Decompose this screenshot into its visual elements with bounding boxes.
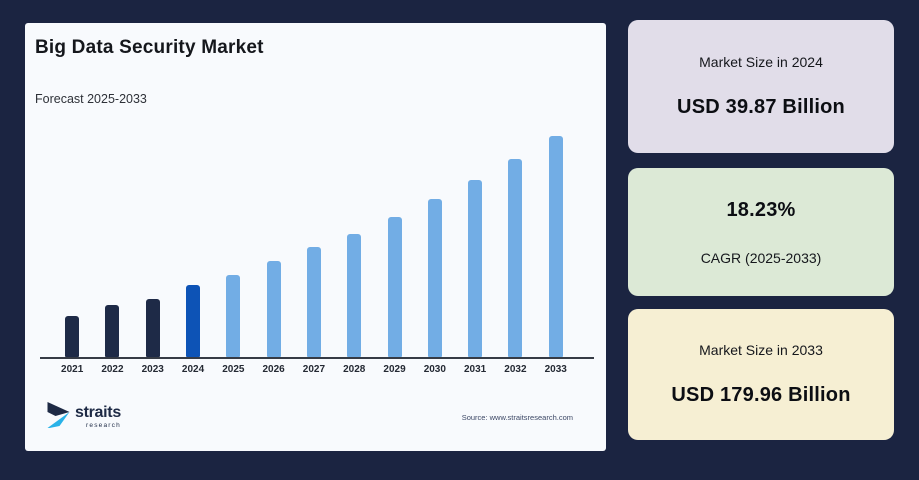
card-label: Market Size in 2033 [699,342,823,358]
x-tick-2021: 2021 [61,364,84,375]
bar-column-2021 [52,136,92,357]
bar-chart [52,136,576,357]
chart-subtitle: Forecast 2025-2033 [35,92,147,106]
logo-brand-subtitle: research [86,421,121,429]
chart-panel: Big Data Security Market Forecast 2025-2… [25,23,606,451]
bar-2028 [347,234,362,357]
card-value: 18.23% [726,198,796,221]
bar-column-2027 [294,136,334,357]
bar-2023 [145,299,160,357]
bar-column-2023 [133,136,173,357]
bar-2024 [186,285,201,357]
x-tick-2031: 2031 [463,364,487,375]
bar-2030 [427,199,442,357]
card-value: USD 179.96 Billion [671,384,851,406]
bar-column-2028 [334,136,374,357]
card-label: CAGR (2025-2033) [700,249,822,266]
bar-2029 [387,217,402,357]
bar-column-2022 [92,136,132,357]
x-tick-2030: 2030 [423,364,446,375]
logo-text: straits research [75,403,121,430]
chart-title: Big Data Security Market [35,37,264,58]
bar-column-2030 [415,136,455,357]
x-tick-2025: 2025 [222,364,245,375]
bar-column-2024 [173,136,213,357]
x-tick-2028: 2028 [343,364,366,375]
bar-2025 [226,275,241,357]
bar-column-2026 [253,136,293,357]
straits-research-logo: straits research [45,400,121,435]
x-axis-line [40,357,594,359]
card-label: Market Size in 2024 [699,54,823,70]
card-market-size-2024: Market Size in 2024 USD 39.87 Billion [628,20,894,153]
x-axis-labels: 2021 2022 2023 2024 2025 2026 2027 2028 2029 2030… [52,364,576,375]
card-market-size-2033: Market Size in 2033 USD 179.96 Billion [628,309,894,440]
bar-column-2029 [374,136,414,357]
bar-2026 [266,261,281,357]
bar-2032 [508,159,523,357]
bar-2033 [548,136,563,357]
x-tick-2032: 2032 [504,364,527,375]
logo-brand-name: straits [75,403,121,421]
card-value: USD 39.87 Billion [677,96,845,118]
bar-column-2031 [455,136,495,357]
card-cagr: 18.23% CAGR (2025-2033) [628,168,894,296]
bar-2022 [105,305,120,357]
bar-column-2033 [536,136,576,357]
x-tick-2033: 2033 [544,364,567,375]
bar-2021 [65,316,80,357]
x-tick-2029: 2029 [383,364,406,375]
x-tick-2024: 2024 [181,364,205,375]
x-tick-2022: 2022 [101,364,124,375]
bar-2031 [468,180,483,357]
bar-2027 [306,247,321,357]
x-tick-2027: 2027 [302,364,326,375]
bar-column-2032 [495,136,535,357]
straits-research-logo-icon [45,400,72,435]
x-tick-2023: 2023 [141,364,164,375]
bar-column-2025 [213,136,253,357]
source-attribution: Source: www.straitsresearch.com [461,413,573,422]
x-tick-2026: 2026 [262,364,285,375]
